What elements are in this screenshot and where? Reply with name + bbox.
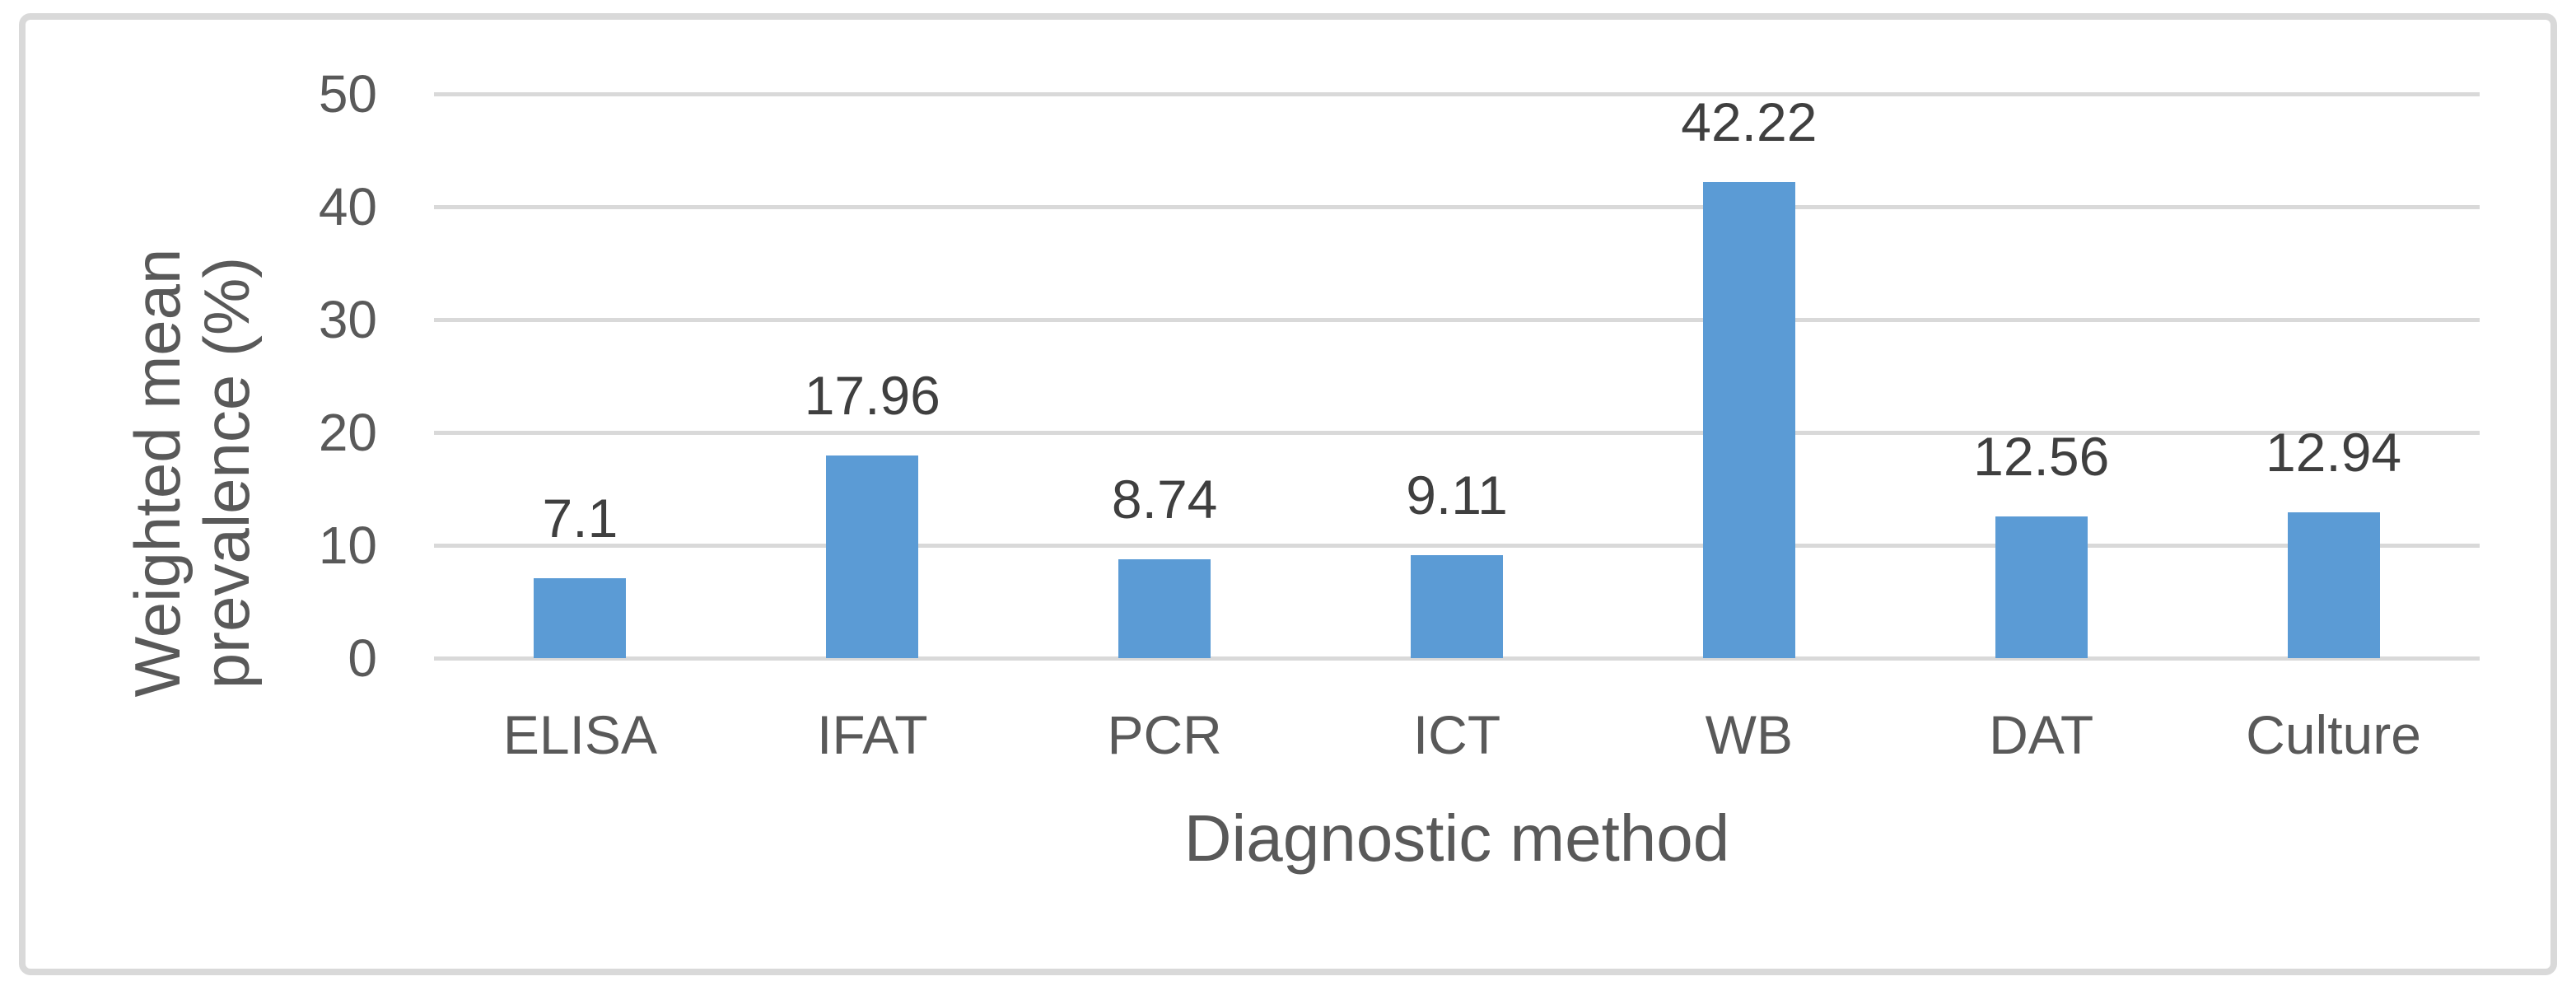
bar-value-label-ict: 9.11: [1406, 465, 1508, 526]
bar-value-label-elisa: 7.1: [542, 487, 618, 549]
x-category-label-wb: WB: [1705, 704, 1794, 765]
x-category-label-dat: DAT: [1989, 704, 2094, 765]
gridline-y-10: [434, 543, 2480, 548]
y-tick-label-0: 0: [348, 628, 377, 688]
x-axis-title: Diagnostic method: [1183, 801, 1730, 875]
bar-pcr: [1118, 559, 1211, 658]
bar-elisa: [534, 577, 627, 658]
bar-dat: [1995, 516, 2088, 658]
y-tick-label-10: 10: [318, 516, 377, 575]
x-category-label-ifat: IFAT: [817, 704, 928, 765]
x-category-label-culture: Culture: [2246, 704, 2421, 765]
gridline-y-40: [434, 204, 2480, 209]
y-tick-label-40: 40: [318, 177, 377, 236]
gridline-y-30: [434, 317, 2480, 322]
gridline-y-0: [434, 656, 2480, 661]
bar-ifat: [826, 455, 919, 658]
y-tick-label-20: 20: [318, 403, 377, 462]
bar-value-label-pcr: 8.74: [1111, 469, 1218, 530]
bar-value-label-dat: 12.56: [1973, 425, 2110, 487]
x-category-label-ict: ICT: [1412, 704, 1501, 765]
x-category-label-pcr: PCR: [1107, 704, 1222, 765]
y-axis-tick-labels: 0 10 20 30 40 50: [189, 64, 377, 688]
bar-value-label-culture: 12.94: [2265, 421, 2402, 483]
gridline-y-50: [434, 91, 2480, 96]
x-axis-category-labels: ELISA IFAT PCR ICT WB DAT Culture: [434, 705, 2480, 779]
bar-value-label-ifat: 17.96: [804, 364, 940, 426]
y-tick-label-30: 30: [318, 290, 377, 349]
bar-culture: [2287, 512, 2380, 658]
x-category-label-elisa: ELISA: [502, 704, 657, 765]
bar-value-label-wb: 42.22: [1681, 91, 1818, 152]
chart-frame-border: [19, 13, 2557, 975]
gridline-y-20: [434, 430, 2480, 435]
bar-ict: [1411, 555, 1503, 658]
plot-area: 7.1 17.96 8.74 9.11 42.22 12.56 12.94: [434, 91, 2480, 661]
bar-wb: [1702, 181, 1795, 658]
y-tick-label-50: 50: [318, 64, 377, 124]
y-axis-title-line1: Weighted mean: [121, 248, 194, 698]
